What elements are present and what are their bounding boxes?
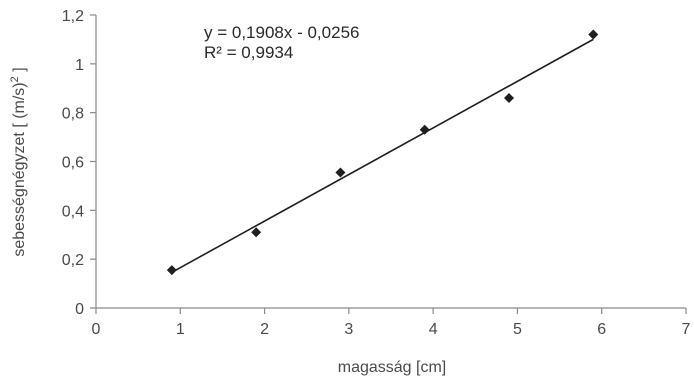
data-point — [588, 29, 599, 40]
data-point — [335, 167, 346, 178]
data-point — [166, 265, 177, 276]
trendline — [171, 38, 594, 274]
tick-marks — [90, 14, 687, 314]
x-tick-label: 7 — [682, 321, 691, 338]
y-axis-title-superscript: 2 — [9, 76, 21, 82]
x-tick-label: 3 — [344, 321, 353, 338]
y-tick-label: 0,6 — [62, 155, 84, 172]
axes — [95, 15, 686, 309]
y-tick-label: 1,2 — [62, 8, 84, 25]
y-axis-title-end: ] — [11, 67, 28, 76]
data-point — [251, 227, 262, 238]
x-tick-label: 4 — [429, 321, 438, 338]
x-tick-label: 1 — [176, 321, 185, 338]
y-tick-label: 0,4 — [62, 203, 84, 220]
tick-labels: 0 1 2 3 4 5 6 7 0 0,2 0,4 0,6 0,8 1 1,2 — [62, 8, 691, 338]
r-squared-label: R² = 0,9934 — [204, 43, 293, 62]
y-tick-label: 0,2 — [62, 252, 84, 269]
y-axis-title: sebességnégyzet [ (m/s)2 ] — [9, 67, 28, 256]
data-point — [504, 93, 514, 104]
x-axis-title: magasság [cm] — [338, 359, 446, 376]
x-tick-label: 6 — [597, 321, 606, 338]
x-tick-label: 0 — [92, 321, 101, 338]
trendline-equation: y = 0,1908x - 0,0256 — [204, 23, 359, 42]
data-point — [419, 124, 430, 135]
y-axis-title-main: sebességnégyzet [ (m/s) — [11, 82, 28, 256]
data-points — [166, 29, 599, 276]
y-tick-label: 0,8 — [62, 106, 84, 123]
x-tick-label: 5 — [513, 321, 522, 338]
y-tick-label: 1 — [75, 57, 84, 74]
y-tick-label: 0 — [75, 301, 84, 318]
x-tick-label: 2 — [260, 321, 269, 338]
